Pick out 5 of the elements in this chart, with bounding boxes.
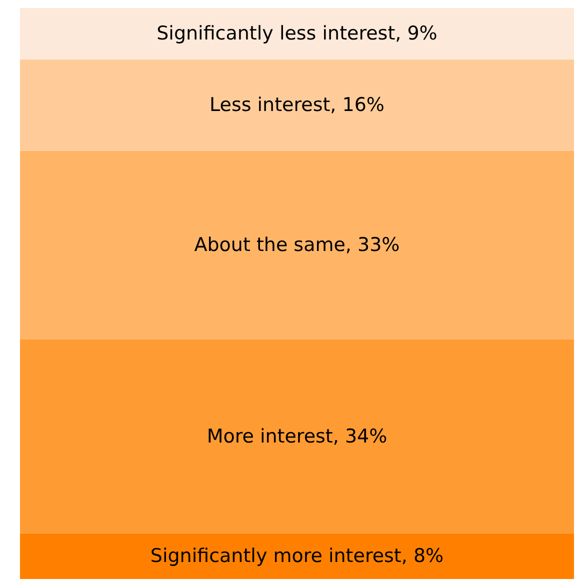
data-label: Significantly more interest, 8% xyxy=(150,545,444,568)
data-label: Significantly less interest, 9% xyxy=(156,22,438,45)
data-label: Less interest, 16% xyxy=(210,94,384,116)
data-label: About the same, 33% xyxy=(194,234,400,256)
data-label: More interest, 34% xyxy=(206,425,388,448)
